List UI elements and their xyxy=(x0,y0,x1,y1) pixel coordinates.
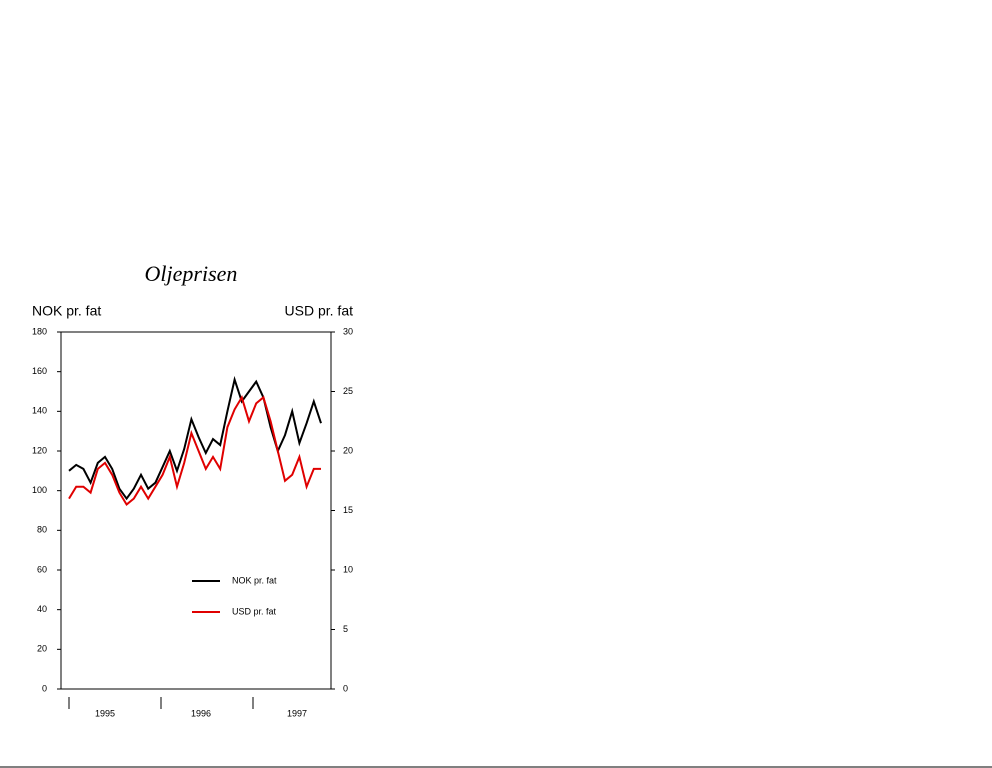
y-tick-label: 0 xyxy=(42,683,47,693)
y-tick-label: 20 xyxy=(37,644,47,654)
x-tick-label: 1996 xyxy=(191,708,211,718)
chart-title: Oljeprisen xyxy=(145,261,238,286)
y2-axis-label: USD pr. fat xyxy=(285,303,354,319)
series-line xyxy=(68,394,321,507)
y-tick-label: 80 xyxy=(37,525,47,535)
y-tick-label: 60 xyxy=(37,564,47,574)
y2-tick-label: 10 xyxy=(343,564,353,574)
y-tick-label: 100 xyxy=(32,485,47,495)
y2-tick-label: 25 xyxy=(343,386,353,396)
legend-label: USD pr. fat xyxy=(232,606,277,616)
x-tick-label: 1995 xyxy=(95,708,115,718)
plot-frame xyxy=(60,331,332,690)
y-tick-label: 120 xyxy=(32,445,47,455)
y-axis-label: NOK pr. fat xyxy=(32,303,101,319)
y2-tick-label: 0 xyxy=(343,683,348,693)
y-tick-label: 160 xyxy=(32,366,47,376)
y-tick-label: 40 xyxy=(37,604,47,614)
y-tick-label: 180 xyxy=(32,326,47,336)
y2-tick-label: 30 xyxy=(343,326,353,336)
series-line xyxy=(68,375,322,501)
y2-tick-label: 5 xyxy=(343,624,348,634)
y-tick-label: 140 xyxy=(32,406,47,416)
legend-label: NOK pr. fat xyxy=(232,575,277,585)
x-tick-label: 1997 xyxy=(287,708,307,718)
y2-tick-label: 15 xyxy=(343,505,353,515)
y2-tick-label: 20 xyxy=(343,445,353,455)
